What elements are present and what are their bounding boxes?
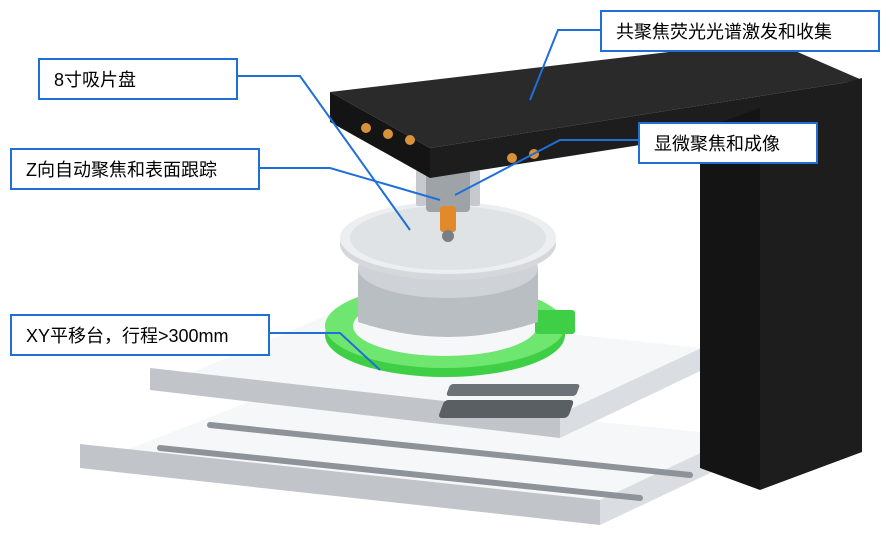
callout-xy-stage: XY平移台，行程>300mm — [10, 314, 270, 356]
callout-microfocus: 显微聚焦和成像 — [638, 122, 818, 164]
callout-confocal: 共聚焦荧光光谱激发和收集 — [600, 10, 880, 52]
callout-chuck: 8寸吸片盘 — [38, 58, 238, 100]
watermark-logo-icon — [743, 491, 785, 533]
watermark: 仪器信息网 — [749, 497, 885, 527]
diagram-stage: 共聚焦荧光光谱激发和收集 8寸吸片盘 显微聚焦和成像 Z向自动聚焦和表面跟踪 X… — [0, 0, 895, 535]
watermark-text: 仪器信息网 — [785, 498, 885, 527]
callout-z-autofocus: Z向自动聚焦和表面跟踪 — [10, 148, 260, 190]
